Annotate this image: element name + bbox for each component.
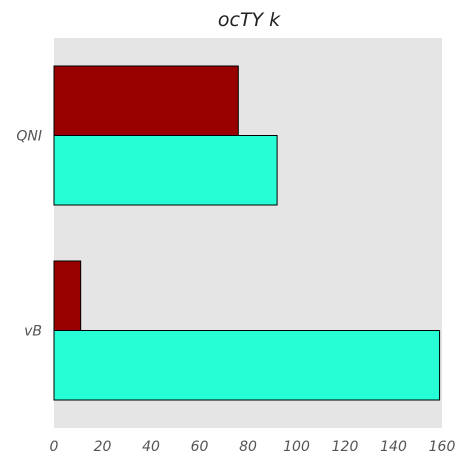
x-tick-label: 40 <box>142 439 160 455</box>
x-tick-label: 80 <box>239 439 257 455</box>
bar-qni-series-2 <box>53 135 278 206</box>
x-tick-label: 120 <box>332 439 359 455</box>
x-tick-label: 160 <box>429 439 456 455</box>
x-tick-label: 20 <box>94 439 112 455</box>
x-tick-label: 100 <box>283 439 310 455</box>
x-axis-tick-labels: 0 20 40 60 80 100 120 140 160 <box>50 439 456 455</box>
bar-qni-series-1 <box>53 65 239 136</box>
bar-vb-series-2 <box>53 330 441 401</box>
bars-group <box>53 65 441 401</box>
bar-vb-series-1 <box>53 260 82 331</box>
category-label: QNI <box>16 129 42 145</box>
x-tick-label: 140 <box>380 439 407 455</box>
chart-title: ocTY k <box>218 9 281 31</box>
x-tick-label: 0 <box>50 439 59 455</box>
category-labels: QNI vB <box>16 129 42 340</box>
x-tick-label: 60 <box>191 439 209 455</box>
category-label: vB <box>24 324 42 340</box>
